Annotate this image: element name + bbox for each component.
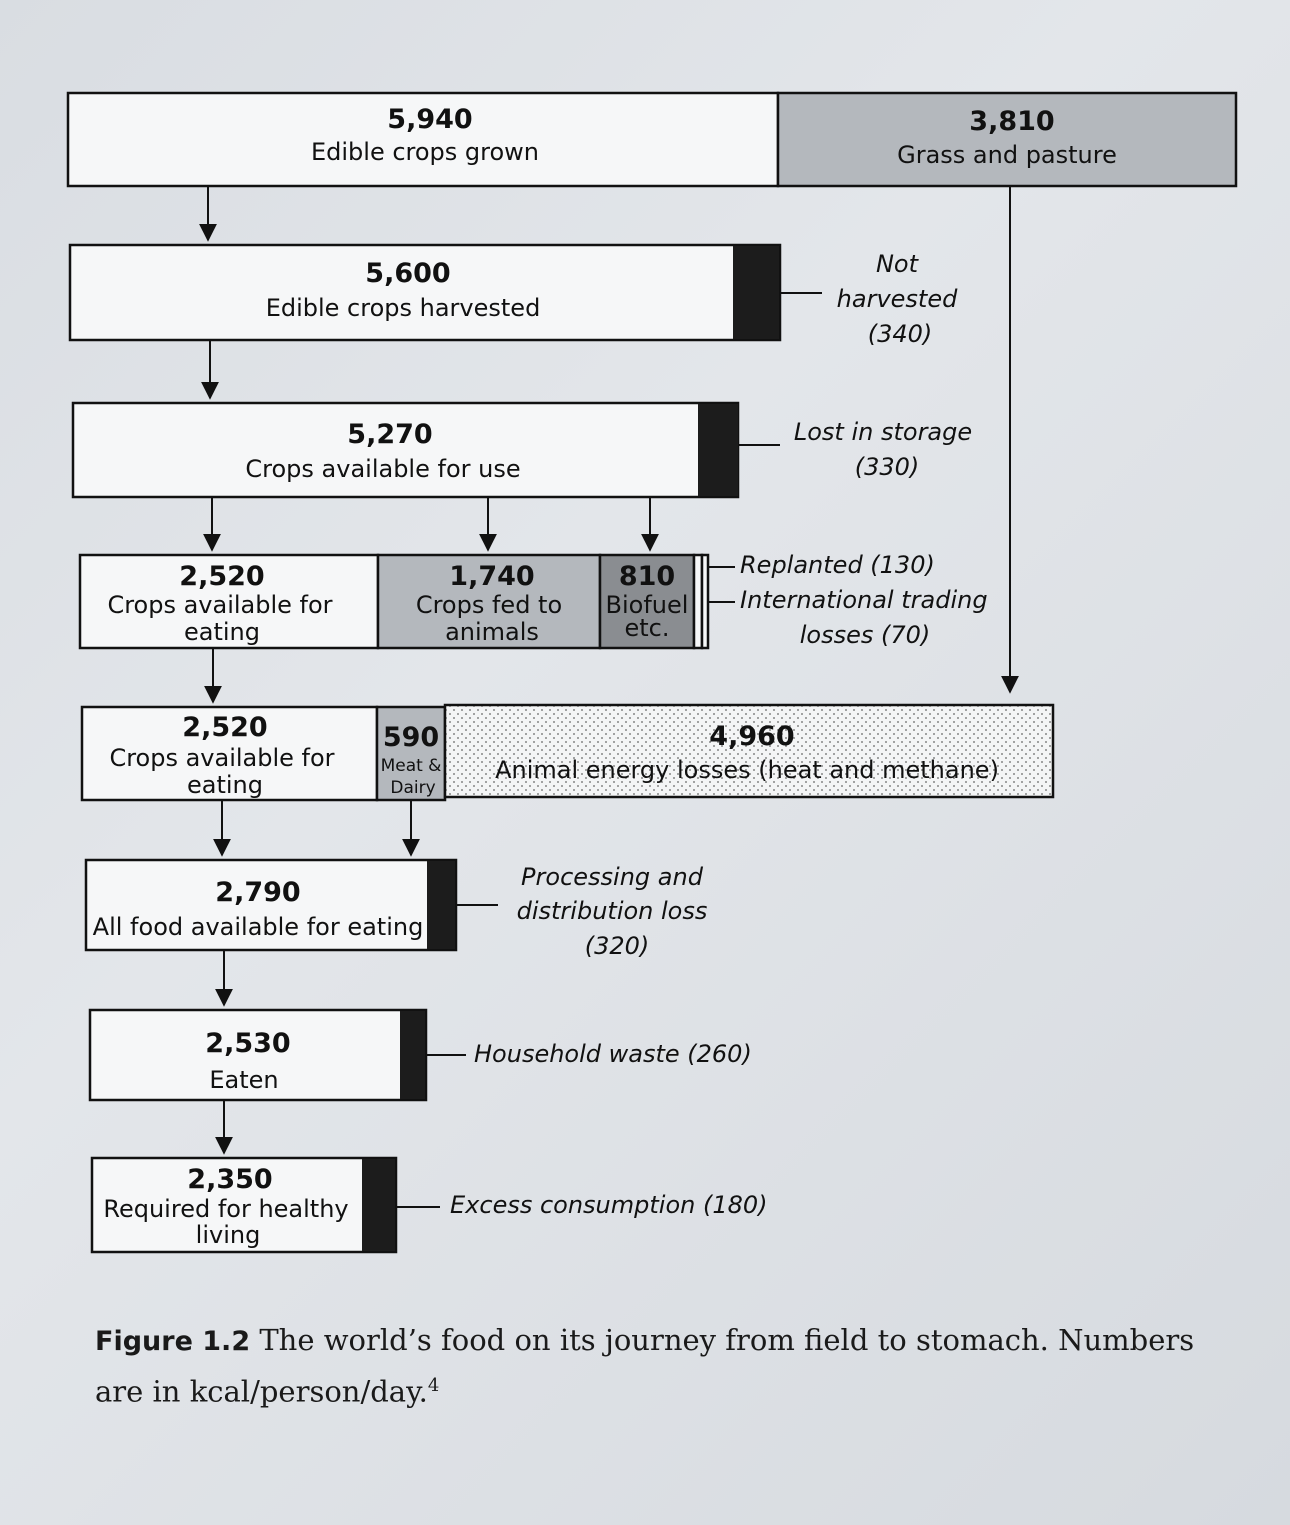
available-use-box bbox=[71, 401, 740, 499]
meat-dairy-label-1: Meat & bbox=[381, 756, 442, 776]
grass-value: 3,810 bbox=[969, 106, 1054, 137]
required-label-2: living bbox=[196, 1221, 261, 1249]
not-harvested-label-2: harvested bbox=[837, 285, 958, 313]
all-food-label: All food available for eating bbox=[93, 913, 424, 941]
required-box bbox=[90, 1156, 398, 1254]
lost-storage-bar bbox=[698, 404, 738, 496]
eating-2-label-2: eating bbox=[187, 771, 263, 799]
caption-text: The world’s food on its journey from fie… bbox=[95, 1323, 1195, 1409]
replanted-label: Replanted (130) bbox=[740, 551, 935, 579]
grass-box bbox=[776, 91, 1238, 188]
processing-label-1: Processing and bbox=[521, 863, 704, 891]
biofuel-value: 810 bbox=[619, 561, 675, 592]
eating-1-label-2: eating bbox=[184, 618, 260, 646]
grown-value: 5,940 bbox=[387, 104, 472, 135]
available-use-label: Crops available for use bbox=[245, 455, 520, 483]
fed-animals-label-1: Crops fed to bbox=[416, 591, 562, 619]
eating-1-value: 2,520 bbox=[179, 561, 264, 592]
stage-eating-2: 2,520 Crops available for eating bbox=[80, 705, 379, 802]
animal-losses-box bbox=[443, 703, 1055, 799]
stage-eaten: 2,530 Eaten bbox=[88, 1008, 428, 1102]
trading-label-1: International trading bbox=[740, 586, 988, 614]
eaten-box bbox=[88, 1008, 428, 1102]
animal-losses-label: Animal energy losses (heat and methane) bbox=[495, 756, 999, 784]
grown-label: Edible crops grown bbox=[311, 138, 539, 166]
available-use-value: 5,270 bbox=[347, 419, 432, 450]
not-harvested-bar bbox=[733, 246, 779, 339]
excess-bar bbox=[362, 1159, 395, 1251]
eaten-label: Eaten bbox=[209, 1066, 278, 1094]
grown-box bbox=[66, 91, 780, 188]
lost-storage-label: Lost in storage bbox=[794, 418, 972, 446]
processing-bar bbox=[427, 861, 455, 949]
stage-eating-1: 2,520 Crops available for eating bbox=[78, 553, 380, 650]
processing-label-2: distribution loss bbox=[517, 897, 708, 925]
eating-1-label-1: Crops available for bbox=[107, 591, 332, 619]
stage-grass: 3,810 Grass and pasture bbox=[776, 91, 1238, 188]
lost-storage-value: (330) bbox=[855, 453, 920, 481]
trading-label-2: losses (70) bbox=[800, 621, 931, 649]
required-label-1: Required for healthy bbox=[103, 1195, 348, 1223]
meat-dairy-box bbox=[375, 705, 447, 802]
meat-dairy-label-2: Dairy bbox=[390, 778, 435, 798]
all-food-value: 2,790 bbox=[215, 877, 300, 908]
stage-available-use: 5,270 Crops available for use bbox=[71, 401, 740, 499]
all-food-box bbox=[84, 858, 458, 952]
harvested-value: 5,600 bbox=[365, 258, 450, 289]
figure-number: Figure 1.2 bbox=[95, 1326, 251, 1357]
fed-animals-value: 1,740 bbox=[449, 561, 534, 592]
caption-footnote: 4 bbox=[427, 1375, 440, 1396]
fed-animals-label-2: animals bbox=[445, 618, 539, 646]
meat-dairy-value: 590 bbox=[383, 722, 439, 753]
fed-animals-box bbox=[376, 553, 602, 650]
stage-all-food: 2,790 All food available for eating bbox=[84, 858, 458, 952]
required-value: 2,350 bbox=[187, 1164, 272, 1195]
stage-fed-animals: 1,740 Crops fed to animals bbox=[376, 553, 602, 650]
eating-2-label-1: Crops available for bbox=[109, 744, 334, 772]
trading-loss-bar bbox=[700, 553, 710, 650]
grass-label: Grass and pasture bbox=[897, 141, 1117, 169]
stage-animal-losses: 4,960 Animal energy losses (heat and met… bbox=[443, 703, 1055, 799]
biofuel-label-1: Biofuel bbox=[606, 591, 689, 619]
household-bar bbox=[400, 1011, 425, 1099]
stage-grown: 5,940 Edible crops grown bbox=[66, 91, 780, 188]
figure-caption: Figure 1.2 The world’s food on its journ… bbox=[95, 1318, 1215, 1414]
biofuel-box bbox=[598, 553, 696, 650]
stage-meat-dairy: 590 Meat & Dairy bbox=[375, 705, 447, 802]
household-label: Household waste (260) bbox=[474, 1040, 752, 1068]
stage-required: 2,350 Required for healthy living bbox=[90, 1156, 398, 1254]
harvested-box bbox=[68, 243, 782, 342]
harvested-label: Edible crops harvested bbox=[266, 294, 541, 322]
excess-label: Excess consumption (180) bbox=[450, 1191, 768, 1219]
eaten-value: 2,530 bbox=[205, 1028, 290, 1059]
eating-2-value: 2,520 bbox=[182, 712, 267, 743]
not-harvested-label-1: Not bbox=[876, 250, 920, 278]
processing-value: (320) bbox=[585, 932, 650, 960]
animal-losses-value: 4,960 bbox=[709, 721, 794, 752]
stage-harvested: 5,600 Edible crops harvested bbox=[68, 243, 782, 342]
biofuel-label-2: etc. bbox=[625, 614, 670, 642]
stage-biofuel: 810 Biofuel etc. bbox=[598, 553, 710, 650]
not-harvested-value: (340) bbox=[868, 320, 933, 348]
